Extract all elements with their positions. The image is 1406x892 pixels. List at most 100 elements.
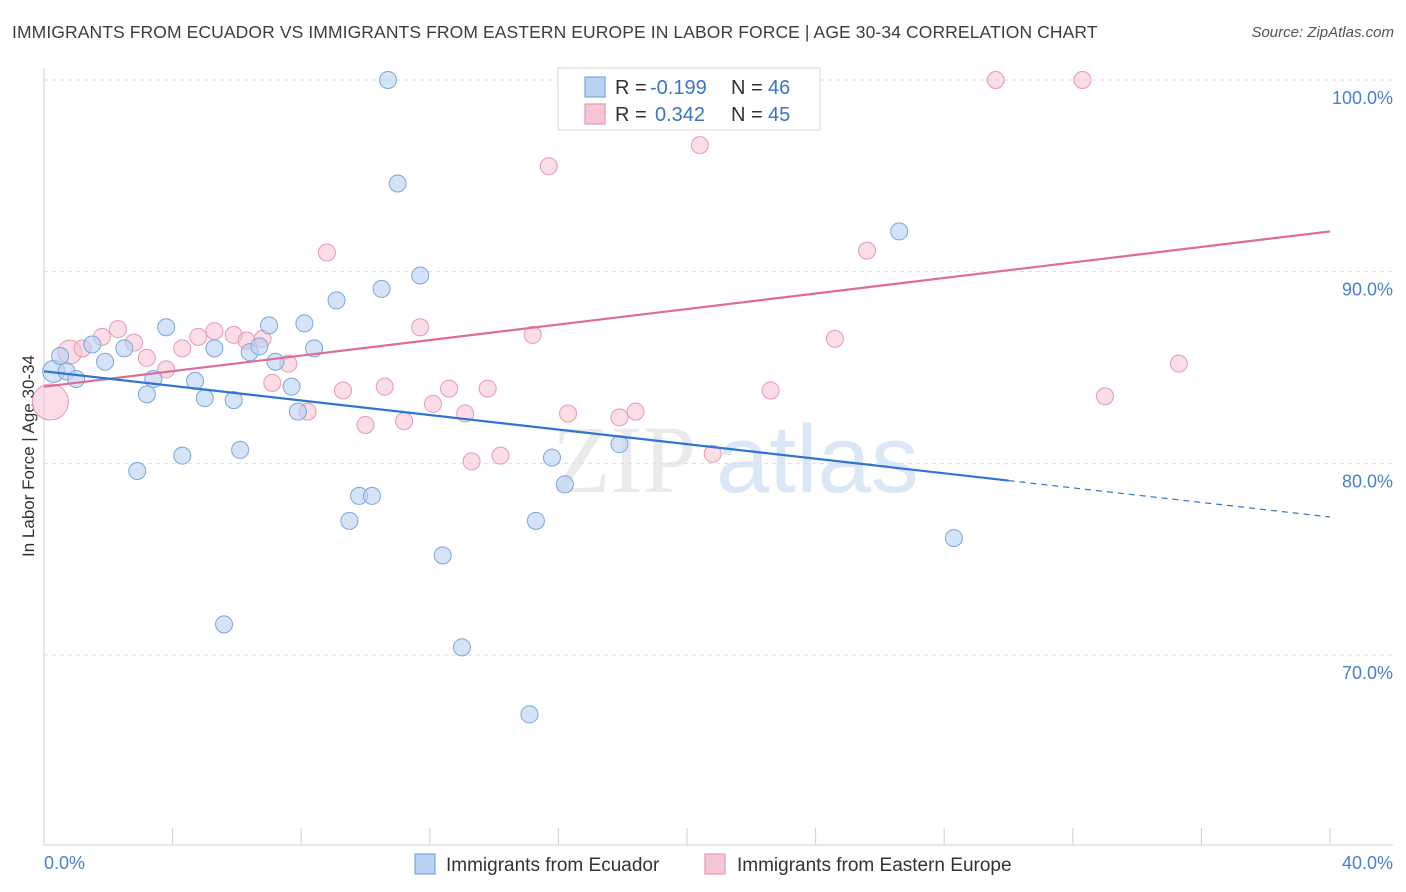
data-point-ecuador [340,511,359,530]
data-point-ecuador [51,347,70,365]
data-point-ecuador [295,314,314,333]
data-point-ecuador [526,511,545,530]
data-point-eastern-europe [626,402,645,421]
data-point-eastern-europe [333,381,352,400]
watermark: ZIP atlas [552,406,919,513]
trend-line-ecuador-extension [1008,479,1331,518]
y-axis-label: In Labor Force | Age 30-34 [19,355,38,557]
data-point-ecuador [224,391,243,410]
data-point-ecuador [411,266,430,285]
y-tick-label: 70.0% [1342,663,1393,683]
data-point-ecuador [388,174,407,193]
data-point-ecuador [137,385,156,404]
data-point-ecuador [288,402,307,421]
data-point-eastern-europe [858,241,877,260]
data-point-eastern-europe [1169,354,1188,373]
legend-n-label-eastern-europe: N = [731,104,763,126]
data-point-ecuador [555,475,574,494]
data-point-eastern-europe [317,243,336,262]
data-point-eastern-europe [986,71,1005,89]
data-point-eastern-europe [690,136,709,155]
data-point-eastern-europe [205,322,224,341]
data-point-eastern-europe [263,373,282,392]
data-point-ecuador [250,337,269,356]
data-point-ecuador [362,486,381,505]
data-point-eastern-europe [375,377,394,396]
source-label: Source: ZipAtlas.com [1251,24,1394,41]
data-point-ecuador [266,352,285,371]
trend-line-eastern-europe [43,230,1331,388]
data-point-ecuador [195,389,214,408]
bottom-legend-label-eastern-europe: Immigrants from Eastern Europe [737,855,1012,876]
series-legend: Immigrants from Ecuador Immigrants from … [414,853,1012,876]
legend-n-label-ecuador: N = [731,77,763,99]
series-eastern-europe-points [31,71,1188,471]
legend-swatch-eastern-europe [584,103,606,125]
data-point-ecuador [327,291,346,310]
data-point-ecuador [96,352,115,371]
data-point-eastern-europe [539,157,558,176]
bottom-legend-swatch-ecuador [414,853,436,875]
bottom-legend-label-ecuador: Immigrants from Ecuador [446,855,660,876]
bottom-legend-swatch-eastern-europe [704,853,726,875]
data-point-ecuador [379,71,398,89]
y-tick-labels: 70.0% 80.0% 90.0% 100.0% [1332,88,1393,683]
data-point-eastern-europe [523,325,542,344]
legend-n-value-ecuador: 46 [768,77,790,99]
data-point-eastern-europe [108,320,127,339]
y-tick-label: 80.0% [1342,471,1393,491]
data-point-ecuador [452,638,471,657]
x-axis-ticks [43,828,1331,845]
data-point-ecuador [157,318,176,337]
data-point-eastern-europe [478,379,497,398]
data-point-eastern-europe [189,327,208,346]
legend-r-value-eastern-europe: 0.342 [655,104,705,126]
data-point-eastern-europe [157,360,176,379]
x-tick-label-max: 40.0% [1342,853,1393,873]
data-point-ecuador [115,339,134,358]
legend-n-value-eastern-europe: 45 [768,104,790,126]
data-point-ecuador [890,222,909,241]
data-point-eastern-europe [424,394,443,413]
data-point-eastern-europe [1073,71,1092,89]
y-tick-label: 100.0% [1332,88,1393,108]
data-point-eastern-europe [610,408,629,427]
data-point-eastern-europe [703,444,722,463]
data-point-eastern-europe [761,381,780,400]
data-point-ecuador [520,705,539,724]
data-point-eastern-europe [395,412,414,431]
data-point-eastern-europe [411,318,430,337]
legend-r-label-ecuador: R = [615,77,647,99]
legend-r-value-ecuador: -0.199 [650,77,707,99]
data-point-eastern-europe [559,404,578,423]
gridlines [44,79,1393,656]
data-point-ecuador [542,448,561,467]
trend-lines [43,230,1331,518]
data-point-ecuador [433,546,452,565]
data-point-eastern-europe [440,379,459,398]
trend-line-ecuador [43,370,1009,482]
stats-legend: R = -0.199 N = 46 R = 0.342 N = 45 [557,67,821,131]
data-point-eastern-europe [491,446,510,465]
data-point-ecuador [372,279,391,298]
series-ecuador-points [42,71,963,724]
data-point-eastern-europe [1095,387,1114,406]
x-tick-label-min: 0.0% [44,853,85,873]
data-point-ecuador [128,462,147,480]
data-point-ecuador [83,335,102,354]
legend-r-label-eastern-europe: R = [615,104,647,126]
chart-title: IMMIGRANTS FROM ECUADOR VS IMMIGRANTS FR… [12,22,1098,42]
data-point-ecuador [944,529,963,548]
data-point-ecuador [231,440,250,459]
data-point-eastern-europe [31,383,69,421]
data-point-eastern-europe [137,348,156,367]
legend-swatch-ecuador [584,76,606,98]
data-point-ecuador [260,316,279,335]
data-point-ecuador [205,339,224,358]
data-point-eastern-europe [356,416,375,434]
y-tick-label: 90.0% [1342,280,1393,300]
data-point-ecuador [282,377,301,396]
data-point-eastern-europe [825,329,844,348]
data-point-ecuador [215,615,234,634]
